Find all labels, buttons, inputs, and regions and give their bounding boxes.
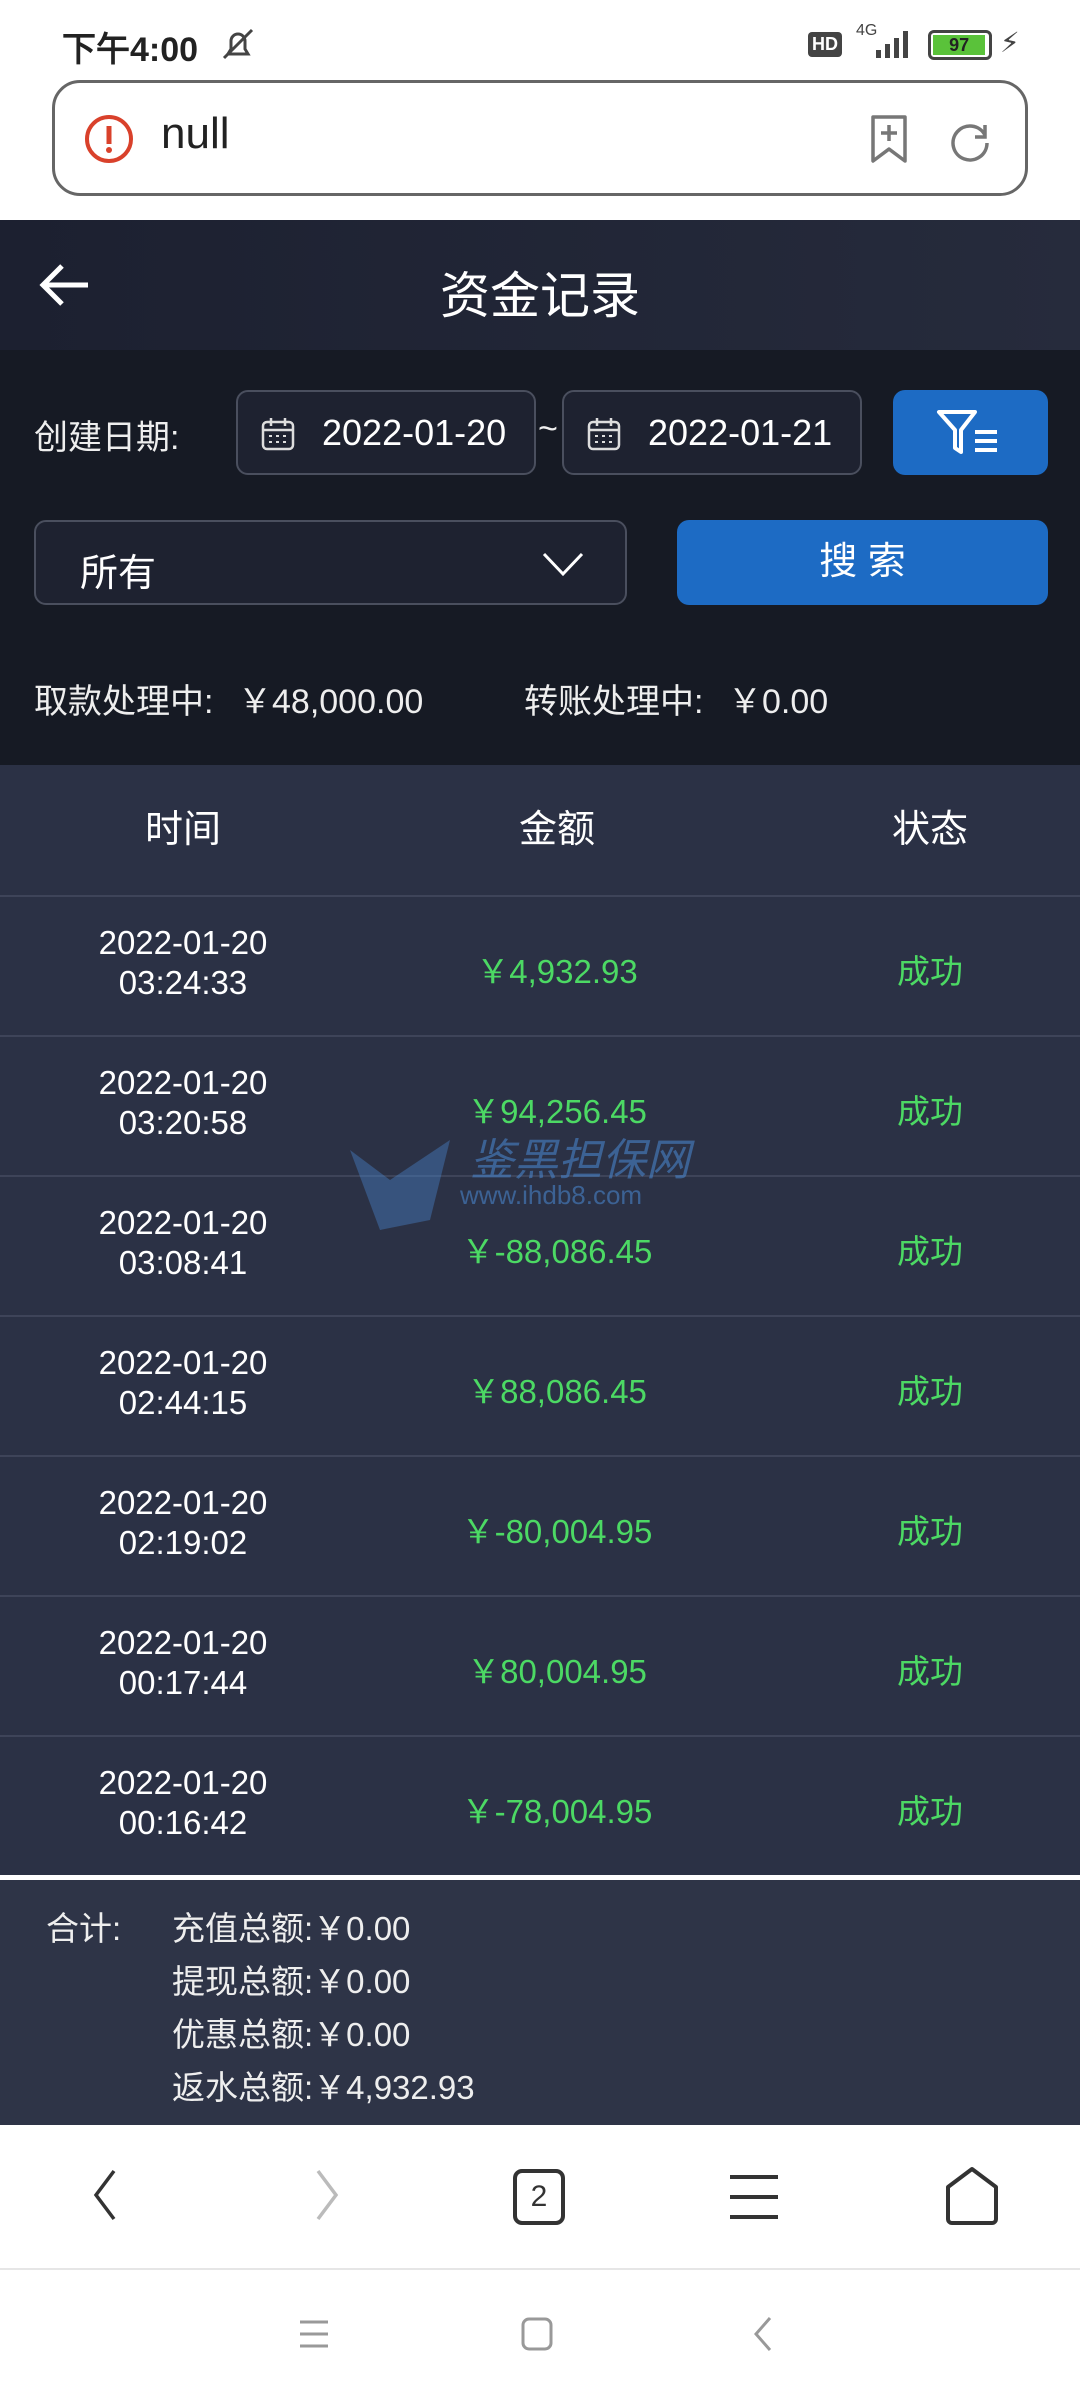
row-status: 成功 [897, 1373, 963, 1410]
filter-panel: 创建日期: 2022-01-20 ~ 2022-01-21 所有 搜 索 取款处… [0, 350, 1080, 765]
battery-icon: 97 [928, 30, 992, 60]
forward-icon[interactable] [312, 2167, 342, 2223]
row-datetime: 2022-01-20 03:08:41 [98, 1204, 268, 1281]
records-table: 时间 金额 状态 2022-01-20 03:24:33 ￥4,932.93 成功… [0, 765, 1080, 1875]
row-datetime: 2022-01-20 03:20:58 [98, 1064, 268, 1141]
type-select[interactable]: 所有 [34, 520, 627, 605]
network-label: 4G [856, 22, 878, 39]
back-arrow-icon[interactable] [38, 260, 94, 310]
add-bookmark-icon[interactable] [867, 113, 911, 167]
row-amount: ￥88,086.45 [467, 1373, 647, 1410]
summary-item: 提现总额:￥0.00 [172, 1963, 411, 2000]
refresh-icon[interactable] [947, 117, 993, 163]
row-amount: ￥-78,004.95 [461, 1793, 653, 1830]
column-header-status: 状态 [891, 809, 968, 851]
table-row[interactable]: 2022-01-20 02:19:02 ￥-80,004.95 成功 [0, 1455, 1080, 1595]
table-row[interactable]: 2022-01-20 03:08:41 ￥-88,086.45 成功 [0, 1175, 1080, 1315]
home-icon[interactable] [942, 2165, 1002, 2227]
row-amount: ￥80,004.95 [467, 1653, 647, 1690]
withdraw-pending-label: 取款处理中: [34, 683, 214, 721]
row-status: 成功 [897, 1793, 963, 1830]
end-date-input[interactable]: 2022-01-21 [562, 390, 862, 475]
transfer-pending-label: 转账处理中: [524, 683, 704, 721]
table-row[interactable]: 2022-01-20 02:44:15 ￥88,086.45 成功 [0, 1315, 1080, 1455]
home-nav-icon[interactable] [520, 2316, 554, 2352]
row-amount: ￥4,932.93 [476, 953, 638, 990]
date-label: 创建日期: [34, 419, 180, 457]
menu-icon[interactable] [726, 2171, 782, 2223]
row-datetime: 2022-01-20 00:17:44 [98, 1624, 268, 1701]
row-amount: ￥-88,086.45 [461, 1233, 653, 1270]
row-status: 成功 [897, 1233, 963, 1270]
column-header-time: 时间 [144, 809, 221, 851]
signal-icon [876, 31, 908, 58]
row-datetime: 2022-01-20 02:44:15 [98, 1344, 268, 1421]
date-separator: ~ [538, 410, 558, 448]
hd-badge: HD [808, 32, 842, 57]
browser-toolbar: 2 [0, 2125, 1080, 2270]
table-row[interactable]: 2022-01-20 03:20:58 ￥94,256.45 成功 [0, 1035, 1080, 1175]
row-datetime: 2022-01-20 00:16:42 [98, 1764, 268, 1841]
search-button[interactable]: 搜 索 [677, 520, 1048, 605]
mute-bell-icon [222, 28, 254, 60]
row-status: 成功 [897, 1093, 963, 1130]
system-navigation [0, 2270, 1080, 2400]
summary-panel: 合计: 充值总额:￥0.00 提现总额:￥0.00 优惠总额:￥0.00 返水总额:￥… [0, 1880, 1080, 2125]
transfer-pending-value: ￥0.00 [728, 683, 829, 721]
row-amount: ￥94,256.45 [467, 1093, 647, 1130]
back-nav-icon[interactable] [752, 2316, 774, 2352]
table-row[interactable]: 2022-01-20 03:24:33 ￥4,932.93 成功 [0, 895, 1080, 1035]
summary-item: 返水总额:￥4,932.93 [172, 2069, 475, 2106]
start-date-input[interactable]: 2022-01-20 [236, 390, 536, 475]
page-title: 资金记录 [440, 268, 640, 324]
table-row[interactable]: 2022-01-20 00:16:42 ￥-78,004.95 成功 [0, 1735, 1080, 1875]
charging-icon: ⚡ [1000, 27, 1020, 58]
row-datetime: 2022-01-20 03:24:33 [98, 924, 268, 1001]
url-text[interactable]: null [161, 109, 230, 158]
clock: 下午4:00 [62, 31, 199, 69]
warning-icon [85, 115, 133, 163]
type-select-value: 所有 [80, 553, 157, 595]
row-datetime: 2022-01-20 02:19:02 [98, 1484, 268, 1561]
tabs-button[interactable]: 2 [513, 2169, 565, 2225]
back-icon[interactable] [90, 2167, 120, 2223]
summary-item: 优惠总额:￥0.00 [172, 2016, 411, 2053]
column-header-amount: 金额 [518, 809, 595, 851]
summary-label: 合计: [46, 1910, 122, 1947]
filter-icon [937, 410, 997, 454]
page-header: 资金记录 [0, 220, 1080, 350]
summary-item: 充值总额:￥0.00 [172, 1910, 411, 1947]
advanced-filter-button[interactable] [893, 390, 1048, 475]
status-bar: 下午4:00 HD 4G 97 ⚡ [0, 0, 1080, 85]
recents-icon[interactable] [298, 2318, 330, 2350]
row-status: 成功 [897, 1653, 963, 1690]
chevron-down-icon [542, 552, 584, 577]
table-row[interactable]: 2022-01-20 00:17:44 ￥80,004.95 成功 [0, 1595, 1080, 1735]
row-amount: ￥-80,004.95 [461, 1513, 653, 1550]
calendar-icon [587, 418, 621, 451]
withdraw-pending-value: ￥48,000.00 [238, 683, 424, 721]
calendar-icon [261, 418, 295, 451]
row-status: 成功 [897, 953, 963, 990]
row-status: 成功 [897, 1513, 963, 1550]
url-bar[interactable]: null [52, 80, 1028, 196]
